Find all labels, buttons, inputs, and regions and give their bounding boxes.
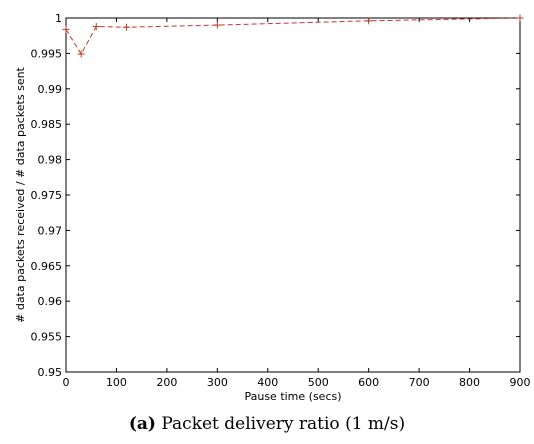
- y-tick-label: 1: [55, 12, 62, 25]
- y-tick-label: 0.995: [31, 47, 63, 60]
- caption-text: Packet delivery ratio (1 m/s): [161, 414, 406, 434]
- data-point-marker: [77, 50, 85, 58]
- caption-tag: (a): [128, 414, 156, 434]
- y-tick-label: 0.96: [38, 295, 63, 308]
- axis-ticks: [65, 17, 521, 373]
- axis-tick-labels: 0 100 200 300 400 500 600 700 800 900 0.95 0.955 0.9…: [31, 12, 531, 389]
- y-tick-label: 0.99: [38, 83, 63, 96]
- x-tick-label: 900: [510, 376, 531, 389]
- y-tick-label: 0.985: [31, 118, 63, 131]
- data-point-marker: [123, 23, 131, 31]
- x-axis-label: Pause time (secs): [244, 390, 341, 403]
- x-tick-label: 0: [63, 376, 70, 389]
- y-tick-label: 0.98: [38, 154, 63, 167]
- y-tick-label: 0.955: [31, 331, 63, 344]
- figure-caption: (a) Packet delivery ratio (1 m/s): [0, 414, 534, 434]
- x-tick-label: 800: [459, 376, 480, 389]
- y-tick-label: 0.975: [31, 189, 63, 202]
- x-tick-label: 400: [257, 376, 278, 389]
- data-point-marker: [365, 17, 373, 25]
- plot-frame: [65, 17, 521, 373]
- data-point-marker: [62, 25, 70, 33]
- data-point-marker: [213, 21, 221, 29]
- y-tick-label: 0.95: [38, 366, 63, 379]
- data-point-marker: [516, 14, 524, 22]
- x-tick-label: 100: [106, 376, 127, 389]
- x-tick-label: 600: [358, 376, 379, 389]
- x-tick-label: 300: [207, 376, 228, 389]
- x-tick-label: 500: [308, 376, 329, 389]
- x-tick-label: 200: [156, 376, 177, 389]
- data-point-marker: [92, 22, 100, 30]
- y-tick-label: 0.965: [31, 260, 63, 273]
- x-tick-label: 700: [409, 376, 430, 389]
- y-tick-label: 0.97: [38, 224, 63, 237]
- series-line: [65, 17, 521, 56]
- series-layer: [62, 14, 524, 58]
- y-axis-label: # data packets received / # data packets…: [14, 66, 27, 322]
